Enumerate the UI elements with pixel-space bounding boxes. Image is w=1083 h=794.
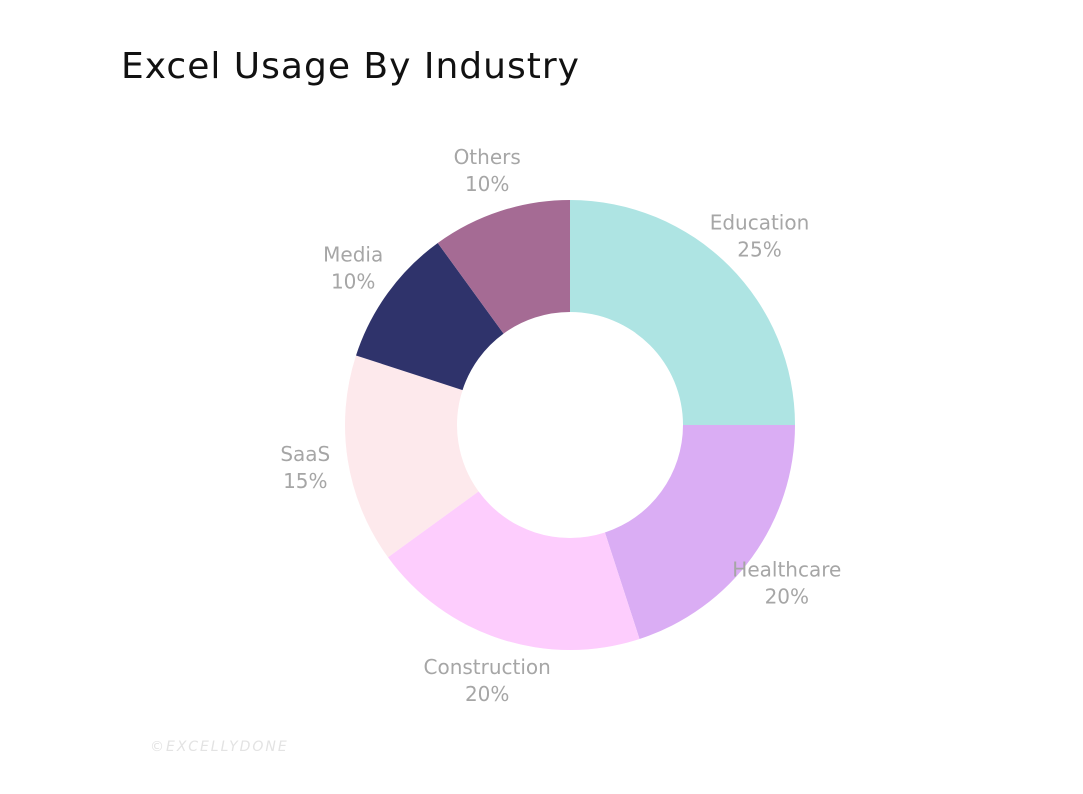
slice-label-name: Construction bbox=[424, 655, 551, 679]
slice-label-construction: Construction 20% bbox=[424, 655, 551, 706]
chart-title: Excel Usage By Industry bbox=[121, 46, 580, 87]
slice-saas bbox=[345, 355, 479, 558]
slice-label-value: 10% bbox=[465, 172, 509, 196]
slice-media bbox=[356, 242, 504, 391]
slice-label-others: Others 10% bbox=[454, 145, 521, 196]
slice-label-value: 10% bbox=[331, 269, 375, 293]
slice-label-name: Education bbox=[710, 210, 810, 234]
slice-label-media: Media 10% bbox=[323, 242, 383, 293]
slice-label-name: Media bbox=[323, 242, 383, 266]
slice-construction bbox=[387, 491, 640, 651]
slice-label-value: 20% bbox=[765, 585, 809, 609]
slice-healthcare bbox=[604, 425, 795, 639]
slice-label-name: SaaS bbox=[280, 442, 330, 466]
slice-label-saas: SaaS 15% bbox=[280, 442, 330, 493]
slice-education bbox=[570, 200, 795, 425]
slice-label-name: Healthcare bbox=[732, 558, 841, 582]
slice-label-value: 20% bbox=[465, 682, 509, 706]
slice-label-education: Education 25% bbox=[710, 210, 810, 261]
slice-others bbox=[437, 200, 570, 334]
slice-label-name: Others bbox=[454, 145, 521, 169]
slice-label-value: 25% bbox=[737, 237, 781, 261]
watermark: ©EXCELLYDONE bbox=[150, 739, 289, 755]
slice-label-value: 15% bbox=[283, 469, 327, 493]
slice-label-healthcare: Healthcare 20% bbox=[732, 558, 841, 609]
